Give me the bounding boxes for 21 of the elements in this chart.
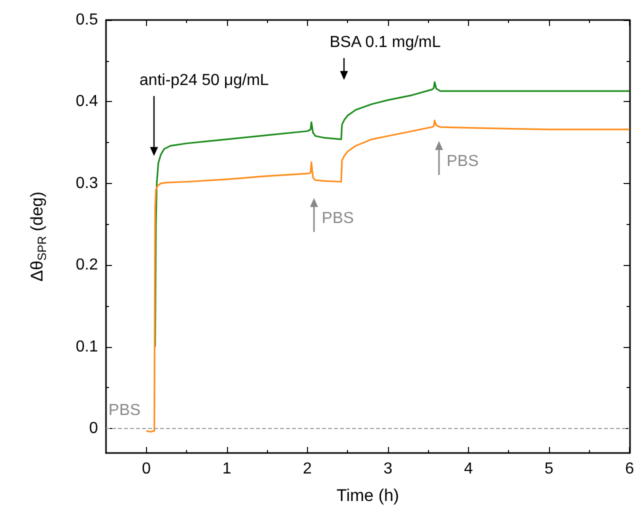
x-tick-label: 6 xyxy=(625,460,634,478)
x-tick-label: 2 xyxy=(302,460,312,478)
y-tick-label: 0.1 xyxy=(76,338,98,356)
annotation: BSA 0.1 mg/mL xyxy=(330,34,441,52)
x-axis-title: Time (h) xyxy=(336,486,400,505)
y-tick-label: 0.4 xyxy=(76,93,98,110)
y-tick-label: 0.3 xyxy=(76,174,98,192)
y-tick-label: 0.2 xyxy=(76,256,98,274)
x-tick-label: 5 xyxy=(544,460,554,478)
annotation: PBS xyxy=(108,402,141,420)
x-tick-label: 0 xyxy=(142,460,151,478)
y-axis-title: ΔθSPR (deg) xyxy=(28,192,49,282)
annotation: PBS xyxy=(446,152,479,171)
x-tick-label: 3 xyxy=(383,460,392,478)
x-tick-label: 4 xyxy=(464,460,474,478)
x-tick-label: 1 xyxy=(222,460,232,478)
line-series xyxy=(145,120,630,433)
y-tick-label: 0 xyxy=(89,420,98,437)
y-tick-label: 0.5 xyxy=(76,12,98,28)
annotation: anti-p24 50 μg/mL xyxy=(140,72,269,90)
annotation: PBS xyxy=(322,210,354,228)
